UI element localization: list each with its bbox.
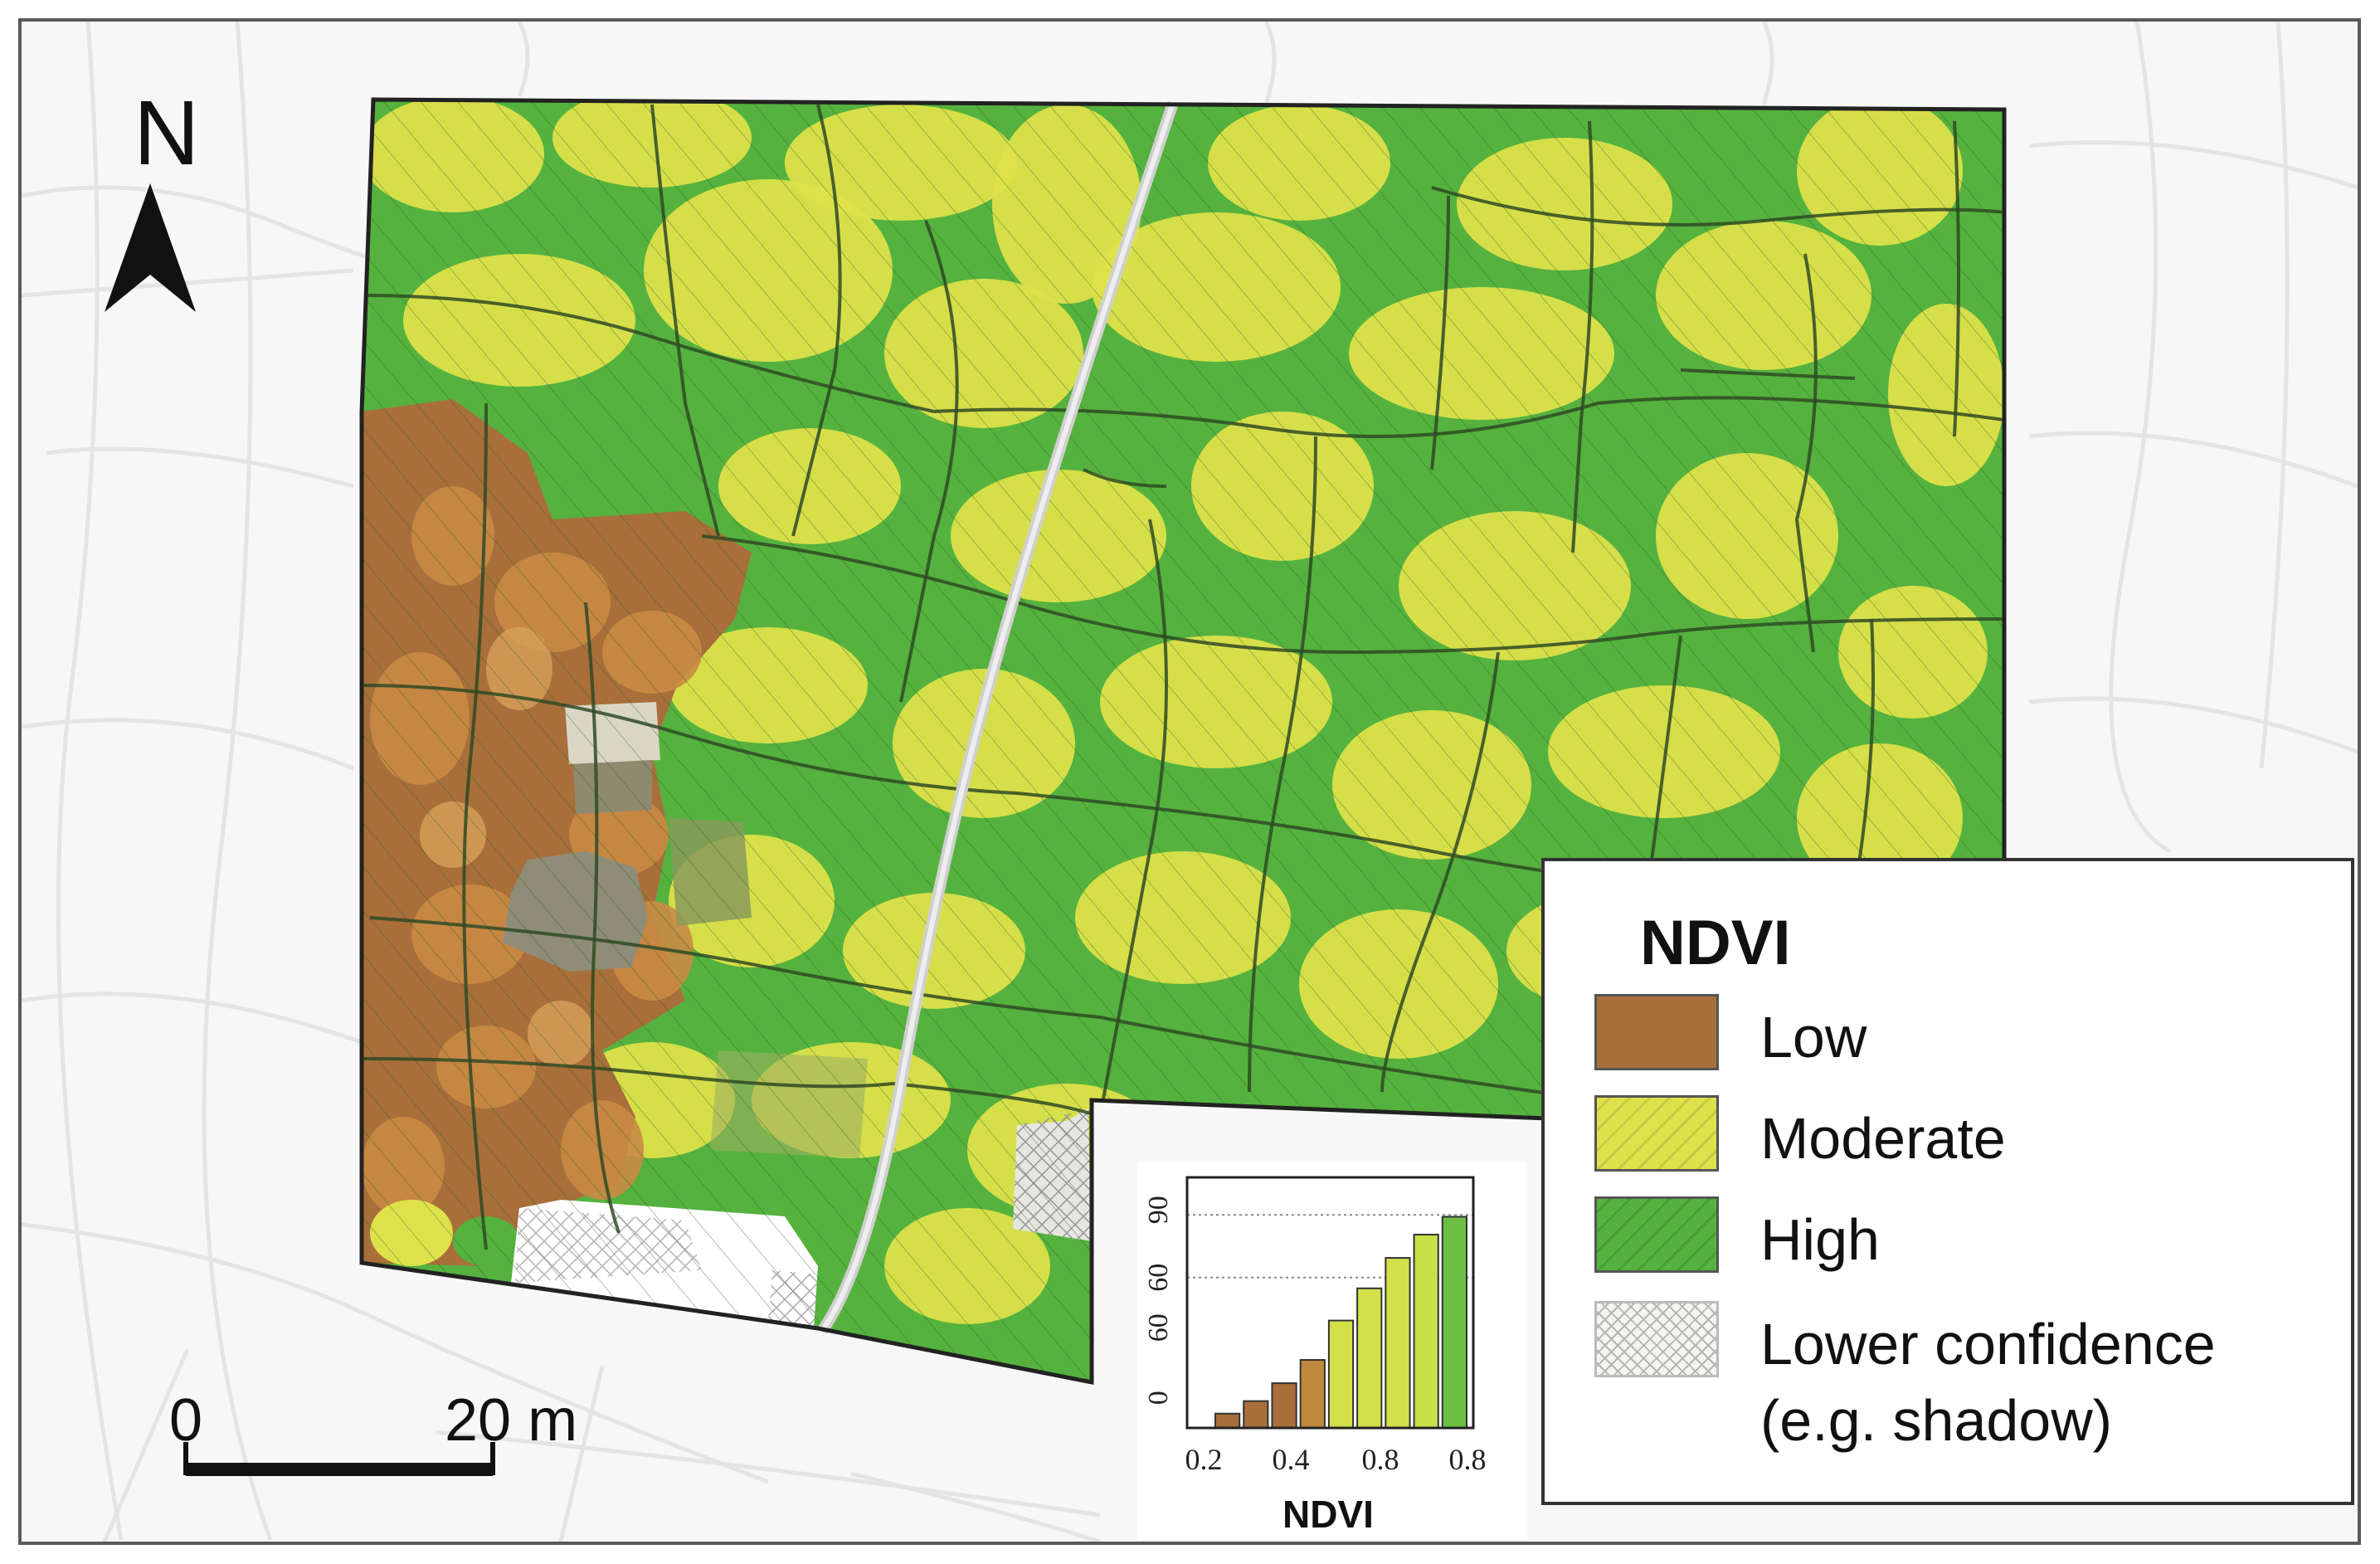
histogram-x-tick-label: 0.8 bbox=[1362, 1443, 1399, 1476]
scale-bar bbox=[183, 1442, 495, 1476]
legend-label-low: Low bbox=[1760, 1005, 1867, 1069]
histogram-bar bbox=[1299, 1359, 1326, 1429]
legend-swatch-low bbox=[1594, 994, 1719, 1070]
histogram-bar bbox=[1214, 1412, 1241, 1430]
north-label: N bbox=[134, 82, 200, 184]
histogram-bar bbox=[1356, 1287, 1383, 1429]
scale-start-label: 0 bbox=[169, 1387, 203, 1454]
histogram-y-tick-label: 60 bbox=[1143, 1313, 1174, 1342]
legend-label-lower-confidence: Lower confidence (e.g. shadow) bbox=[1760, 1306, 2216, 1459]
north-arrow-icon bbox=[105, 183, 196, 312]
ndvi-histogram: 0 60 60 90 0.2 0.4 0.8 0.8 NDVI bbox=[1143, 1176, 1487, 1536]
legend-label-lower-confidence-line1: Lower confidence bbox=[1760, 1312, 2216, 1376]
histogram-x-tick-label: 0.2 bbox=[1185, 1443, 1223, 1476]
histogram-x-tick-label: 0.4 bbox=[1273, 1443, 1310, 1476]
histogram-bar bbox=[1385, 1257, 1411, 1429]
histogram-x-tick-label: 0.8 bbox=[1449, 1443, 1487, 1476]
scale-end-label: 20 m bbox=[445, 1387, 578, 1454]
histogram-y-tick-label: 0 bbox=[1143, 1391, 1174, 1405]
map-frame: N 0 20 m NDVI Low Moderate High Lower co… bbox=[18, 18, 2361, 1545]
map-legend: NDVI Low Moderate High Lower confidence … bbox=[1541, 858, 2354, 1505]
histogram-bar bbox=[1271, 1382, 1297, 1430]
background-streets bbox=[22, 22, 2358, 1542]
histogram-bar bbox=[1327, 1319, 1355, 1429]
legend-swatch-high bbox=[1594, 1196, 1719, 1273]
histogram-x-axis-label: NDVI bbox=[1282, 1493, 1374, 1536]
histogram-bar bbox=[1243, 1400, 1269, 1429]
histogram-y-tick-label: 60 bbox=[1143, 1264, 1174, 1292]
legend-swatch-lower-confidence bbox=[1594, 1301, 1719, 1377]
ndvi-histogram-inset: 0 60 60 90 0.2 0.4 0.8 0.8 NDVI bbox=[1137, 1162, 1527, 1540]
histogram-bar bbox=[1413, 1234, 1439, 1430]
histogram-bar bbox=[1441, 1216, 1467, 1430]
legend-label-high: High bbox=[1760, 1207, 1880, 1272]
legend-title: NDVI bbox=[1640, 908, 1791, 978]
legend-label-moderate: Moderate bbox=[1760, 1106, 2006, 1171]
legend-swatch-moderate bbox=[1594, 1095, 1719, 1172]
histogram-y-tick-label: 90 bbox=[1143, 1196, 1174, 1224]
legend-label-lower-confidence-line2: (e.g. shadow) bbox=[1760, 1388, 2113, 1454]
study-area-boundary bbox=[359, 97, 2007, 1386]
